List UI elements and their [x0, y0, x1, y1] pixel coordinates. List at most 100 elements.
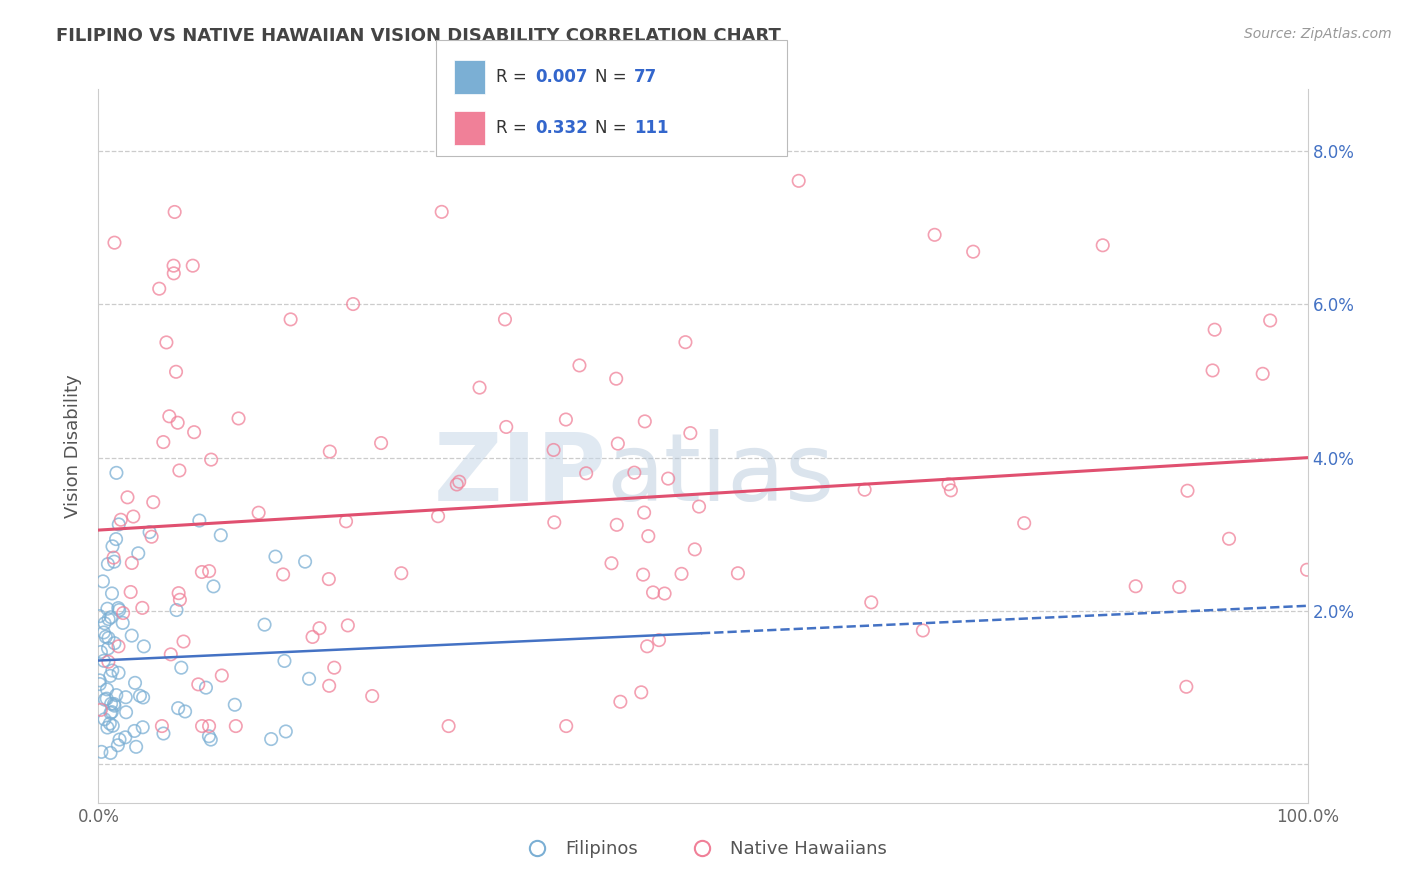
Text: Source: ZipAtlas.com: Source: ZipAtlas.com [1244, 27, 1392, 41]
Point [600, 556, 623, 570]
Point [166, 603, 188, 617]
Point [437, 719, 460, 733]
Text: R =: R = [496, 68, 533, 86]
Point [605, 372, 627, 386]
Point [688, 500, 710, 514]
Point [495, 420, 517, 434]
Point [170, 661, 193, 675]
Point [90, 745, 112, 759]
Point [543, 516, 565, 530]
Text: N =: N = [595, 68, 631, 86]
Point [657, 472, 679, 486]
Point [606, 517, 628, 532]
Point [90, 645, 112, 659]
Point [675, 335, 697, 350]
Point [1204, 323, 1226, 337]
Point [361, 689, 384, 703]
Point [132, 640, 155, 654]
Point [181, 259, 204, 273]
Point [191, 565, 214, 579]
Point [90, 703, 112, 717]
Point [131, 600, 153, 615]
Point [142, 495, 165, 509]
Point [198, 719, 221, 733]
Point [107, 517, 129, 532]
Point [152, 726, 174, 740]
Point [105, 532, 128, 546]
Point [671, 566, 693, 581]
Point [169, 463, 191, 477]
Point [117, 491, 139, 505]
Point [468, 381, 491, 395]
Legend: Filipinos, Native Hawaiians: Filipinos, Native Hawaiians [512, 833, 894, 865]
Point [654, 586, 676, 600]
Point [342, 297, 364, 311]
Point [132, 690, 155, 705]
Point [568, 359, 591, 373]
Point [264, 549, 287, 564]
Point [924, 227, 946, 242]
Point [606, 436, 628, 450]
Point [110, 513, 132, 527]
Point [103, 555, 125, 569]
Point [97, 641, 120, 656]
Point [318, 679, 340, 693]
Text: 0.332: 0.332 [536, 120, 589, 137]
Point [209, 528, 232, 542]
Point [787, 174, 810, 188]
Point [125, 739, 148, 754]
Point [1251, 367, 1274, 381]
Point [148, 282, 170, 296]
Point [155, 335, 177, 350]
Point [298, 672, 321, 686]
Point [225, 719, 247, 733]
Point [636, 640, 658, 654]
Point [939, 483, 962, 498]
Point [93, 654, 115, 668]
Point [103, 636, 125, 650]
Point [97, 557, 120, 571]
Point [228, 411, 250, 425]
Point [101, 539, 124, 553]
Point [100, 610, 122, 624]
Point [157, 409, 180, 424]
Point [132, 720, 155, 734]
Point [191, 719, 214, 733]
Point [1201, 363, 1223, 377]
Point [163, 266, 186, 280]
Point [1168, 580, 1191, 594]
Point [163, 205, 186, 219]
Point [188, 514, 211, 528]
Point [97, 612, 120, 626]
Point [253, 617, 276, 632]
Point [1175, 680, 1198, 694]
Point [173, 634, 195, 648]
Point [301, 630, 323, 644]
Point [323, 661, 346, 675]
Point [294, 555, 316, 569]
Point [89, 677, 111, 691]
Point [100, 746, 122, 760]
Point [554, 412, 576, 426]
Point [446, 477, 468, 491]
Point [1177, 483, 1199, 498]
Point [159, 648, 181, 662]
Point [938, 477, 960, 491]
Point [280, 312, 302, 326]
Point [127, 546, 149, 560]
Point [121, 629, 143, 643]
Point [89, 673, 111, 688]
Point [121, 556, 143, 570]
Point [152, 435, 174, 450]
Text: 0.007: 0.007 [536, 68, 588, 86]
Point [308, 621, 330, 635]
Point [427, 509, 450, 524]
Point [105, 466, 128, 480]
Point [96, 721, 118, 735]
Point [623, 466, 645, 480]
Point [96, 601, 118, 615]
Point [389, 566, 412, 581]
Point [169, 592, 191, 607]
Point [103, 697, 125, 711]
Point [100, 706, 122, 720]
